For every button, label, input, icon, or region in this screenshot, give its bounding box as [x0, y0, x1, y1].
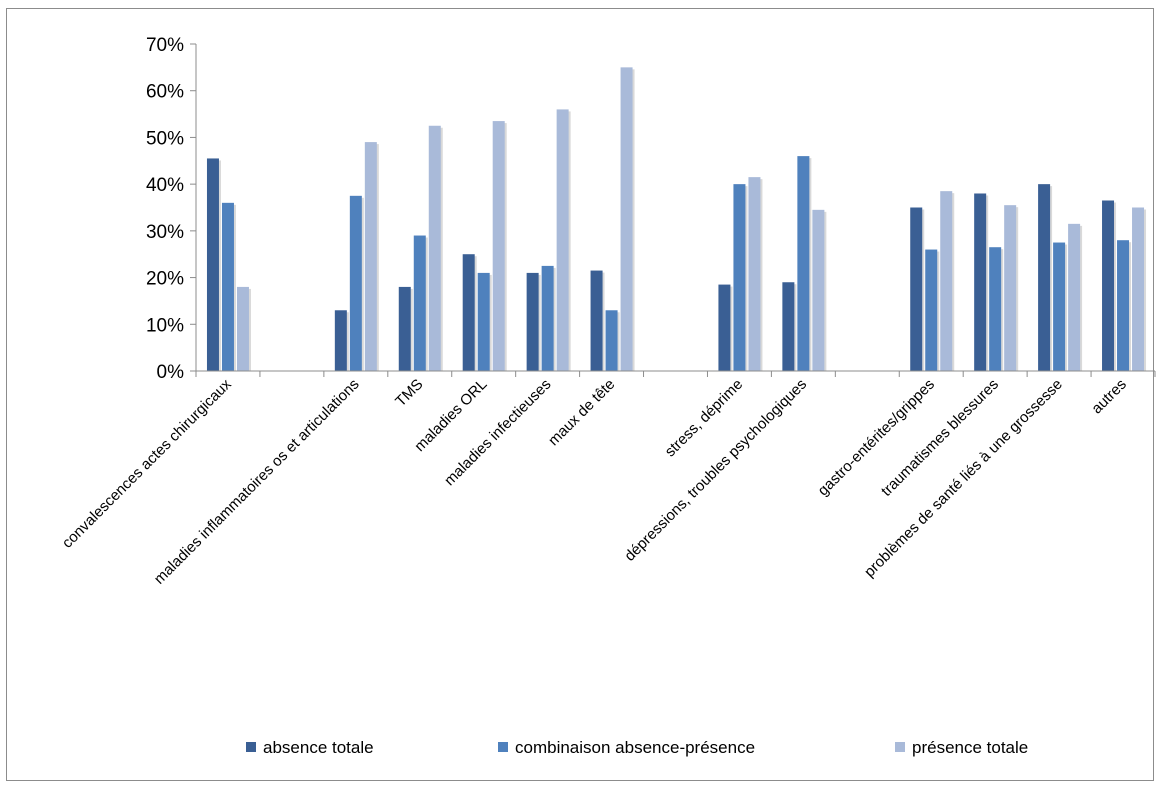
- bar: [782, 282, 795, 371]
- x-category-label: maladies inflammatoires os et articulati…: [151, 376, 363, 588]
- bar: [605, 310, 618, 371]
- y-tick-label: 40%: [146, 175, 184, 196]
- bar: [1068, 223, 1081, 371]
- y-tick-label: 30%: [146, 222, 184, 243]
- x-category-label: autres: [1088, 376, 1130, 418]
- y-tick-label: 20%: [146, 269, 184, 290]
- bar: [925, 249, 938, 371]
- bar: [620, 67, 633, 371]
- bar: [541, 265, 554, 371]
- y-axis: 0% 10% 20% 30% 40% 50% 60% 70%: [146, 35, 197, 383]
- x-category-label: gastro-entérites/grippes: [815, 376, 938, 499]
- bar: [477, 272, 490, 371]
- bar: [206, 158, 219, 371]
- y-tick-label: 70%: [146, 35, 184, 56]
- bar: [733, 184, 746, 371]
- x-category-label: TMS: [392, 376, 426, 410]
- bar: [910, 207, 923, 371]
- chart-frame: [6, 8, 1154, 781]
- x-axis: convalescences actes chirurgicauxmaladie…: [59, 370, 1156, 588]
- bar: [1038, 184, 1051, 371]
- legend-label: absence totale: [263, 738, 374, 757]
- bar: [364, 142, 377, 371]
- bar: [236, 286, 249, 371]
- bar: [718, 284, 731, 371]
- y-tick-label: 10%: [146, 315, 184, 336]
- bar: [1102, 200, 1115, 371]
- legend-swatch: [895, 742, 905, 752]
- bar: [526, 272, 539, 371]
- bar: [1132, 207, 1145, 371]
- bar: [398, 286, 411, 371]
- bar: [1117, 240, 1130, 371]
- bar: [974, 193, 987, 371]
- bar: [413, 235, 426, 371]
- x-category-label: maladies infectieuses: [441, 376, 554, 489]
- bar: [797, 156, 810, 371]
- bar: [812, 209, 825, 371]
- bars: [206, 67, 1147, 372]
- bar: [334, 310, 347, 371]
- y-tick-label: 50%: [146, 128, 184, 149]
- bar: [221, 202, 234, 371]
- y-tick-label: 60%: [146, 82, 184, 103]
- legend-swatch: [246, 742, 256, 752]
- x-category-label: traumatismes blessures: [878, 376, 1002, 500]
- bar: [492, 121, 505, 371]
- bar: [989, 247, 1002, 371]
- bar: [1053, 242, 1066, 371]
- bar: [349, 195, 362, 371]
- legend-label: combinaison absence-présence: [515, 738, 755, 757]
- legend-swatch: [498, 742, 508, 752]
- bar: [748, 177, 761, 371]
- y-tick-label: 0%: [157, 362, 185, 383]
- x-category-label: maux de tête: [545, 376, 618, 449]
- bar: [428, 125, 441, 371]
- legend: absence totale combinaison absence-présen…: [246, 738, 1028, 757]
- legend-label: présence totale: [912, 738, 1028, 757]
- bar: [1004, 205, 1017, 371]
- bar: [462, 254, 475, 371]
- bar: [556, 109, 569, 372]
- bar: [590, 270, 603, 371]
- bar: [940, 191, 953, 371]
